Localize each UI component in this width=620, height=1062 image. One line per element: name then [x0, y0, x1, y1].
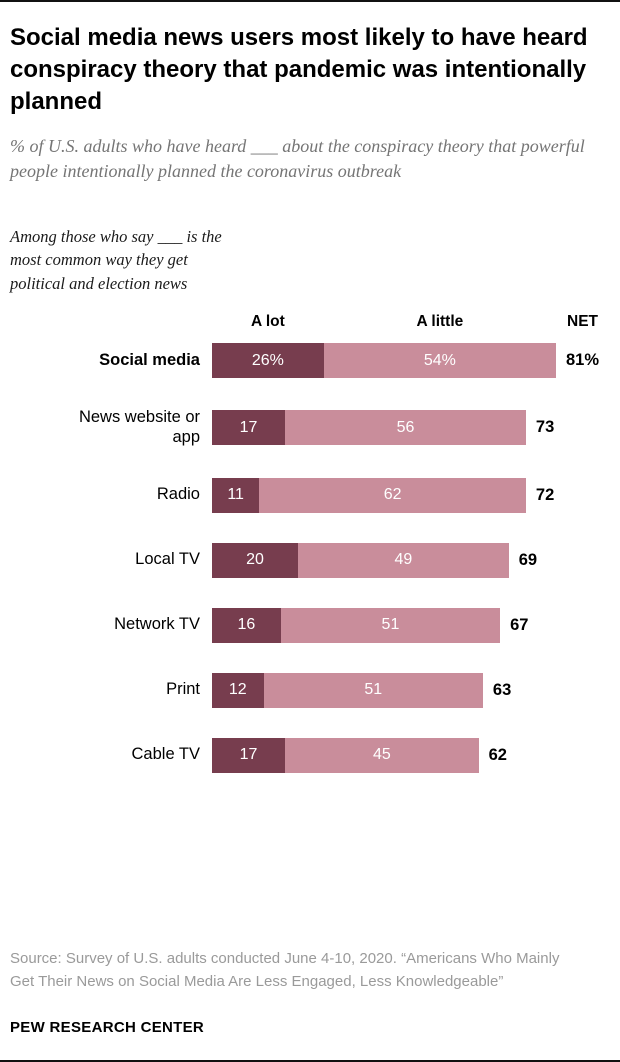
- segment-a-little: 51: [263, 672, 483, 708]
- net-value: 72: [535, 485, 555, 504]
- net-value: 73: [535, 418, 555, 437]
- bar-row: Print 12 51 63: [10, 672, 608, 708]
- category-label: Print: [166, 680, 200, 699]
- segment-a-lot: 26%: [212, 343, 324, 379]
- stacked-bar: 17 45: [212, 737, 479, 773]
- col-header-a-little: A little: [416, 313, 464, 331]
- category-label: Local TV: [135, 550, 200, 569]
- net-value: 81%: [565, 351, 600, 370]
- segment-a-lot: 20: [212, 542, 298, 578]
- segment-a-little: 51: [280, 607, 501, 643]
- segment-a-little: 45: [285, 737, 479, 773]
- segment-a-lot: 17: [212, 410, 286, 446]
- col-header-net: NET: [567, 313, 598, 331]
- stacked-bar: 16 51: [212, 607, 501, 643]
- bar-row: Local TV 20 49 69: [10, 542, 608, 578]
- stacked-bar: 12 51: [212, 672, 483, 708]
- segment-a-lot: 16: [212, 607, 281, 643]
- chart-subtitle: % of U.S. adults who have heard ___ abou…: [10, 135, 585, 182]
- stacked-bar: 17 56: [212, 410, 526, 446]
- segment-a-little: 49: [298, 542, 509, 578]
- net-value: 69: [518, 550, 538, 569]
- segment-a-lot: 17: [212, 737, 286, 773]
- bar-row: Social media 26% 54% 81%: [10, 343, 608, 379]
- page-title: Social media news users most likely to h…: [10, 24, 588, 115]
- source-note: Source: Survey of U.S. adults conducted …: [10, 950, 560, 990]
- segment-a-lot: 11: [212, 477, 260, 513]
- category-label: Cable TV: [131, 745, 200, 764]
- col-header-a-lot: A lot: [250, 313, 285, 331]
- stacked-bar: 20 49: [212, 542, 509, 578]
- bar-row: Radio 11 62 72: [10, 477, 608, 513]
- stacked-bar: 26% 54%: [212, 343, 556, 379]
- segment-a-little: 54%: [323, 343, 556, 379]
- segment-a-little: 56: [285, 410, 526, 446]
- category-label: News website or app: [78, 408, 200, 446]
- bar-row: Network TV 16 51 67: [10, 607, 608, 643]
- net-value: 63: [492, 680, 512, 699]
- segment-a-little: 62: [259, 477, 526, 513]
- bar-row: Cable TV 17 45 62: [10, 737, 608, 773]
- net-value: 62: [488, 745, 507, 764]
- chart-annotation: Among those who say ___ is the most comm…: [10, 226, 222, 293]
- pew-research-center-wordmark: PEW RESEARCH CENTER: [10, 1019, 205, 1036]
- bar-row: News website or app 17 56 73: [10, 408, 608, 448]
- net-value: 67: [510, 615, 529, 634]
- bar-rows: Social media 26% 54% 81% News website or app…: [10, 343, 608, 773]
- stacked-bar: 11 62: [212, 477, 526, 513]
- category-label: Social media: [99, 350, 200, 369]
- stacked-bar-chart: A lot A little NET Social media 26% 54% 81%…: [10, 313, 608, 773]
- segment-a-lot: 12: [212, 672, 264, 708]
- category-label: Radio: [156, 485, 200, 504]
- category-label: Network TV: [114, 615, 200, 634]
- column-headers: A lot A little NET: [10, 313, 608, 331]
